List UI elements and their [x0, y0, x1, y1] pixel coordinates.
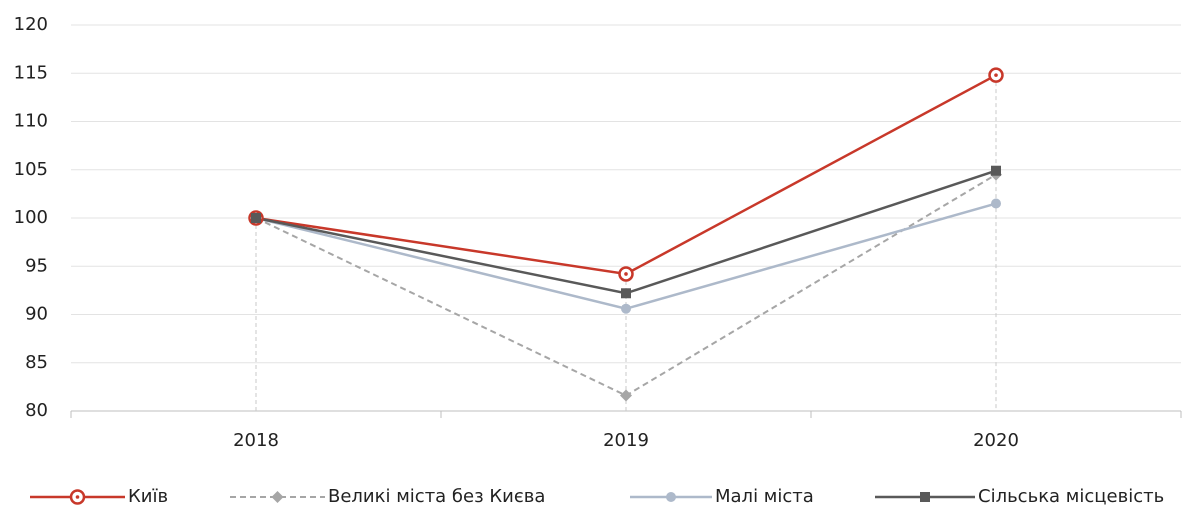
y-tick-label: 90: [25, 304, 48, 325]
legend-marker: [920, 492, 930, 502]
y-tick-label: 110: [14, 111, 48, 132]
legend-label: Великі міста без Києва: [328, 486, 545, 507]
legend-marker-dot: [75, 495, 80, 499]
y-tick-label: 120: [14, 14, 48, 35]
point-dot: [994, 73, 998, 77]
point: [620, 389, 632, 402]
y-tick-label: 80: [25, 400, 48, 421]
x-tick-label: 2020: [973, 430, 1019, 451]
point: [991, 165, 1001, 176]
y-tick-label: 100: [14, 207, 48, 228]
point-dot: [624, 272, 628, 276]
y-tick-label: 95: [25, 255, 48, 276]
legend-label: Малі міста: [715, 486, 814, 507]
point: [251, 213, 261, 223]
x-tick-label: 2019: [603, 430, 649, 451]
y-tick-label: 105: [14, 159, 48, 180]
point: [621, 288, 631, 299]
legend-label: Сільська місцевість: [978, 486, 1164, 507]
point: [621, 303, 631, 314]
legend-marker: [666, 492, 676, 502]
point: [991, 198, 1001, 209]
legend-marker: [271, 491, 284, 503]
x-tick-label: 2018: [233, 430, 279, 451]
y-tick-label: 115: [14, 62, 48, 83]
y-tick-label: 85: [25, 352, 48, 373]
legend-label: Київ: [128, 486, 168, 507]
